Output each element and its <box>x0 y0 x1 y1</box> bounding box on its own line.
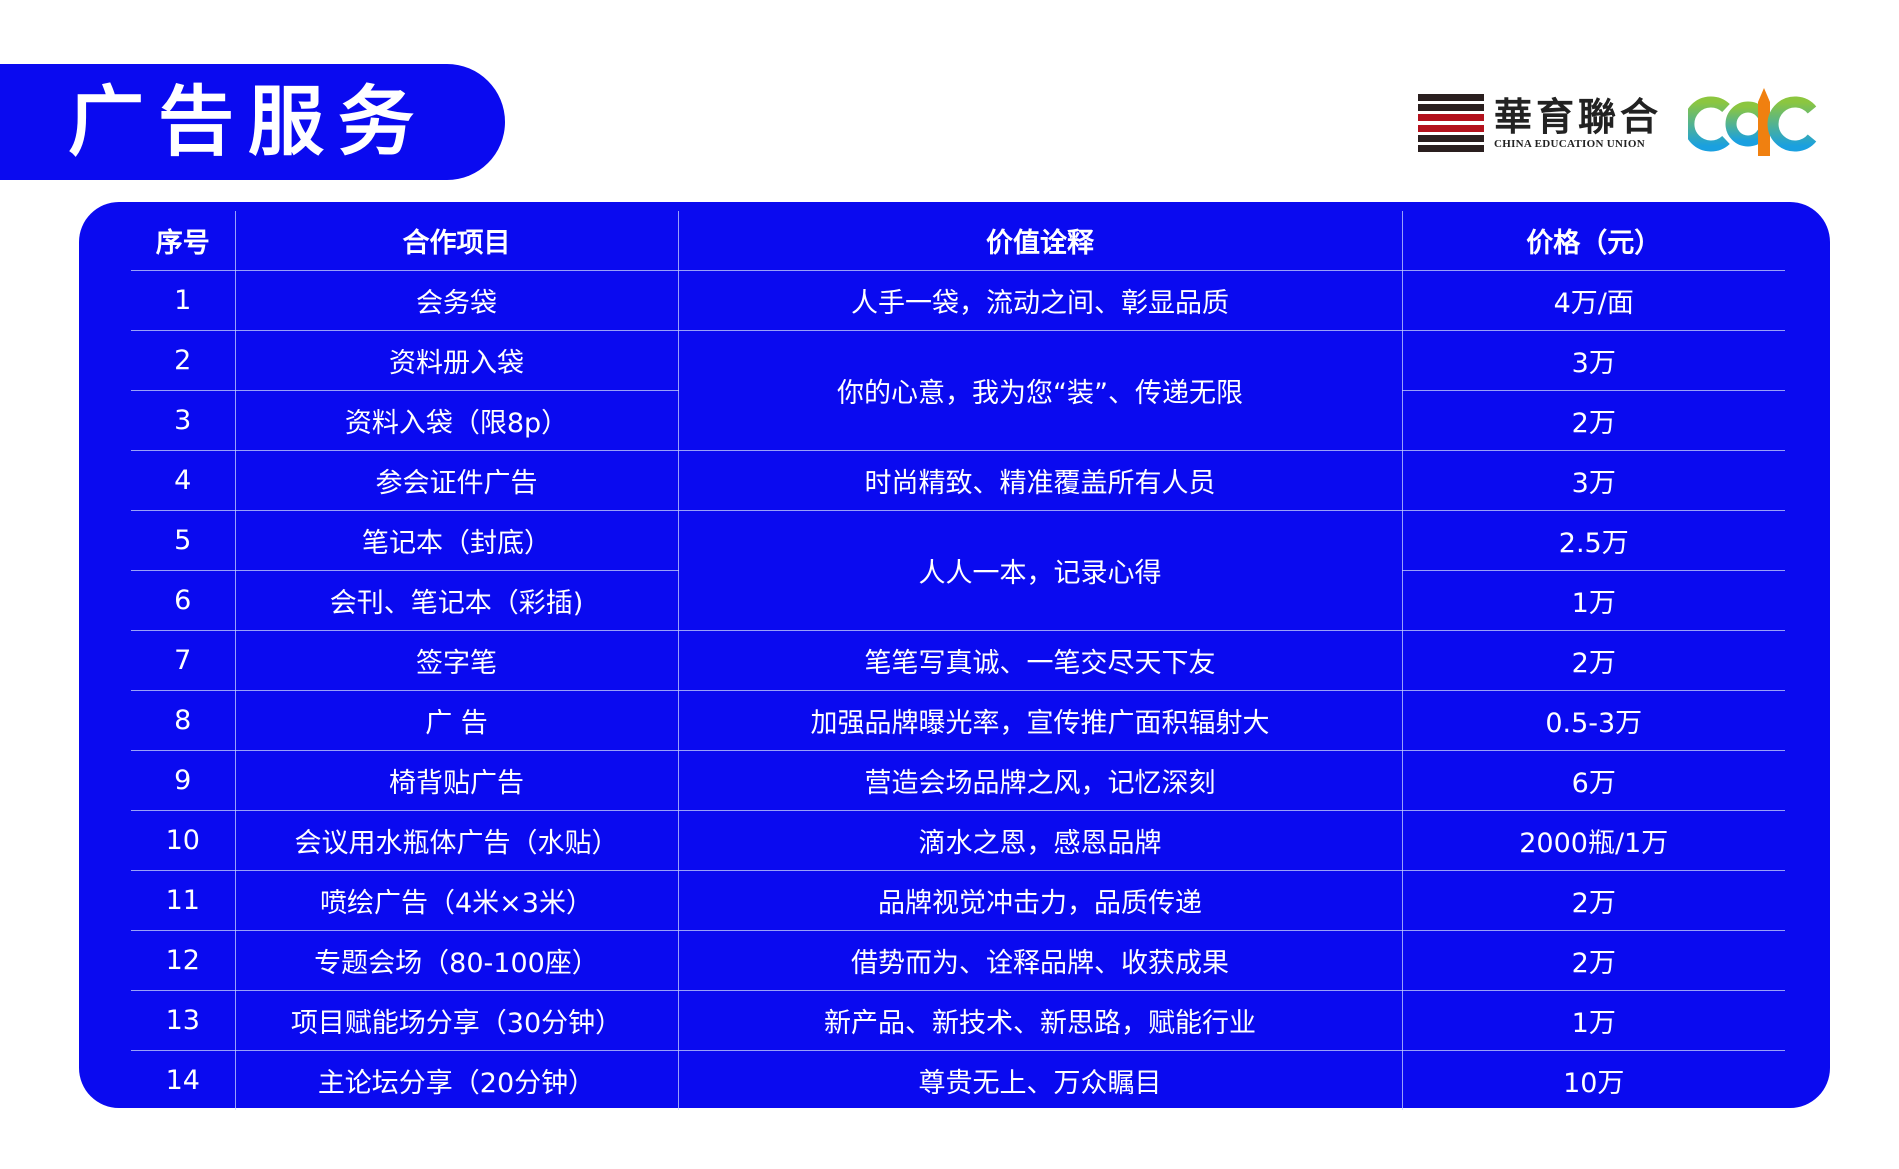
row-number: 3 <box>131 390 236 451</box>
row-number: 2 <box>131 330 236 391</box>
cooperation-item: 资料册入袋 <box>234 330 679 391</box>
price: 2.5万 <box>1401 510 1785 571</box>
title-banner: 广告服务 <box>0 64 505 180</box>
price: 2万 <box>1401 930 1785 991</box>
cooperation-item: 签字笔 <box>234 630 679 691</box>
row-number: 7 <box>131 630 236 691</box>
value-description: 尊贵无上、万众瞩目 <box>677 1050 1403 1110</box>
value-description: 品牌视觉冲击力，品质传递 <box>677 870 1403 931</box>
cooperation-item: 喷绘广告（4米×3米） <box>234 870 679 931</box>
price: 1万 <box>1401 570 1785 631</box>
table-row: 12 专题会场（80-100座） 借势而为、诠释品牌、收获成果 2万 <box>131 930 1785 991</box>
logo-bars-icon <box>1418 94 1484 152</box>
price: 4万/面 <box>1401 270 1785 331</box>
row-number: 12 <box>131 930 236 991</box>
value-description: 加强品牌曝光率，宣传推广面积辐射大 <box>677 690 1403 751</box>
logo-en-text: CHINA EDUCATION UNION <box>1494 138 1645 150</box>
column-header-item: 合作项目 <box>234 211 679 271</box>
table-row: 14 主论坛分享（20分钟） 尊贵无上、万众瞩目 10万 <box>131 1050 1785 1110</box>
value-description: 你的心意，我为您“装”、传递无限 <box>677 330 1403 451</box>
cooperation-item: 专题会场（80-100座） <box>234 930 679 991</box>
cooperation-item: 广 告 <box>234 690 679 751</box>
column-header-price: 价格（元） <box>1401 211 1785 271</box>
value-description: 滴水之恩，感恩品牌 <box>677 810 1403 871</box>
value-description: 人人一本，记录心得 <box>677 510 1403 631</box>
china-education-union-logo: 華育聯合 CHINA EDUCATION UNION <box>1418 88 1662 158</box>
row-number: 11 <box>131 870 236 931</box>
price: 2万 <box>1401 870 1785 931</box>
cooperation-item: 会议用水瓶体广告（水贴） <box>234 810 679 871</box>
row-number: 6 <box>131 570 236 631</box>
ad-services-table: 序号 合作项目 价值诠释 价格（元） 1 会务袋 人手一袋，流动之间、彰显品质 4万/面 2 资… <box>131 211 1785 1110</box>
price: 10万 <box>1401 1050 1785 1110</box>
row-number: 1 <box>131 270 236 331</box>
cooperation-item: 笔记本（封底） <box>234 510 679 571</box>
table-row: 13 项目赋能场分享（30分钟） 新产品、新技术、新思路，赋能行业 1万 <box>131 990 1785 1051</box>
logo-cn-text: 華育聯合 <box>1494 95 1663 139</box>
price: 6万 <box>1401 750 1785 811</box>
value-description: 借势而为、诠释品牌、收获成果 <box>677 930 1403 991</box>
table-row: 2 资料册入袋 你的心意，我为您“装”、传递无限 3万 <box>131 330 1785 451</box>
row-number: 4 <box>131 450 236 511</box>
cooperation-item: 会务袋 <box>234 270 679 331</box>
table-row: 3 资料入袋（限8p） 2万 <box>131 390 1785 451</box>
price: 2万 <box>1401 630 1785 691</box>
row-number: 13 <box>131 990 236 1051</box>
cooperation-item: 会刊、笔记本（彩插) <box>234 570 679 631</box>
price: 0.5-3万 <box>1401 690 1785 751</box>
value-description: 笔笔写真诚、一笔交尽天下友 <box>677 630 1403 691</box>
table-row: 11 喷绘广告（4米×3米） 品牌视觉冲击力，品质传递 2万 <box>131 870 1785 931</box>
column-header-number: 序号 <box>131 211 236 271</box>
price: 2万 <box>1401 390 1785 451</box>
price: 2000瓶/1万 <box>1401 810 1785 871</box>
cooperation-item: 参会证件广告 <box>234 450 679 511</box>
page-title: 广告服务 <box>68 77 428 166</box>
value-description: 时尚精致、精准覆盖所有人员 <box>677 450 1403 511</box>
table-row: 6 会刊、笔记本（彩插) 1万 <box>131 570 1785 631</box>
row-number: 10 <box>131 810 236 871</box>
value-description: 新产品、新技术、新思路，赋能行业 <box>677 990 1403 1051</box>
cooperation-item: 椅背贴广告 <box>234 750 679 811</box>
table-header-row: 序号 合作项目 价值诠释 价格（元） <box>131 211 1785 271</box>
price: 1万 <box>1401 990 1785 1051</box>
price: 3万 <box>1401 330 1785 391</box>
row-number: 8 <box>131 690 236 751</box>
table-row: 5 笔记本（封底） 人人一本，记录心得 2.5万 <box>131 510 1785 631</box>
table-row: 4 参会证件广告 时尚精致、精准覆盖所有人员 3万 <box>131 450 1785 511</box>
value-description: 营造会场品牌之风，记忆深刻 <box>677 750 1403 811</box>
price: 3万 <box>1401 450 1785 511</box>
row-number: 5 <box>131 510 236 571</box>
table-row: 7 签字笔 笔笔写真诚、一笔交尽天下友 2万 <box>131 630 1785 691</box>
pricing-panel: 序号 合作项目 价值诠释 价格（元） 1 会务袋 人手一袋，流动之间、彰显品质 4万/面 2 资… <box>79 202 1830 1110</box>
cooperation-item: 项目赋能场分享（30分钟） <box>234 990 679 1051</box>
cooperation-item: 资料入袋（限8p） <box>234 390 679 451</box>
table-row: 1 会务袋 人手一袋，流动之间、彰显品质 4万/面 <box>131 270 1785 331</box>
table-row: 10 会议用水瓶体广告（水贴） 滴水之恩，感恩品牌 2000瓶/1万 <box>131 810 1785 871</box>
table-row: 9 椅背贴广告 营造会场品牌之风，记忆深刻 6万 <box>131 750 1785 811</box>
row-number: 14 <box>131 1050 236 1110</box>
column-header-value: 价值诠释 <box>677 211 1403 271</box>
cooperation-item: 主论坛分享（20分钟） <box>234 1050 679 1110</box>
row-number: 9 <box>131 750 236 811</box>
ccc-logo-icon <box>1688 88 1817 156</box>
value-description: 人手一袋，流动之间、彰显品质 <box>677 270 1403 331</box>
